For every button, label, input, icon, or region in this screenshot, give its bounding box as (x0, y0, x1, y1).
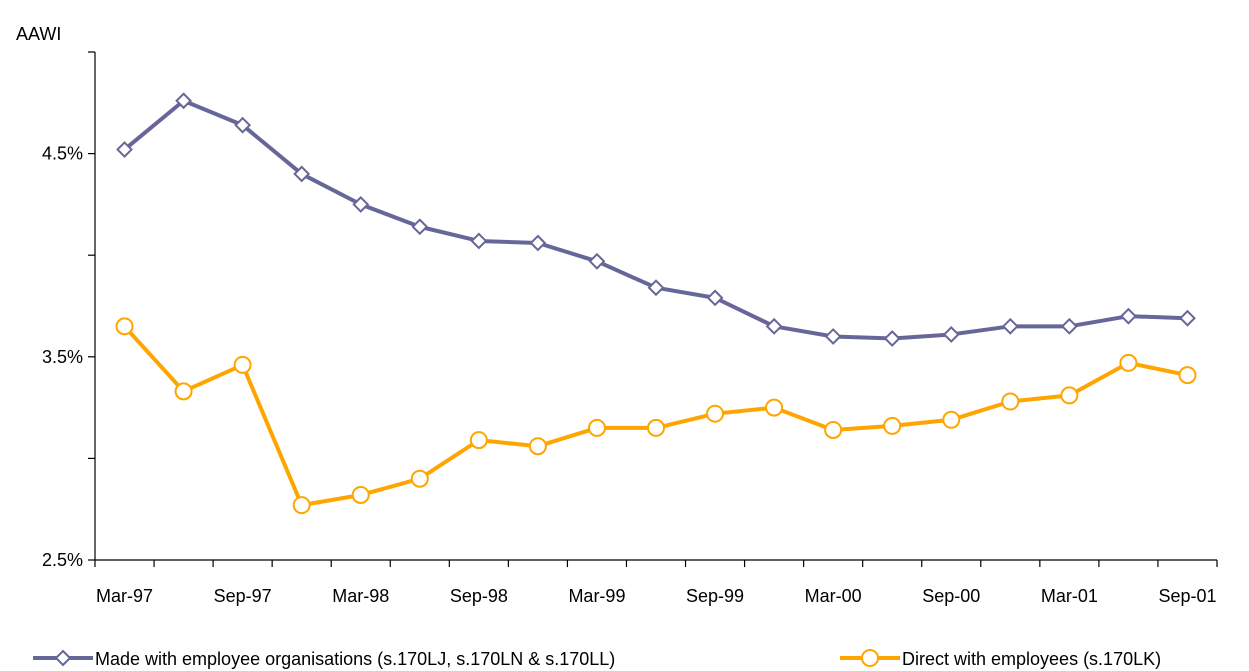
data-point-circle (528, 437, 547, 456)
data-point-diamond (824, 328, 842, 345)
data-point-circle (883, 416, 902, 435)
data-point-circle (942, 410, 961, 429)
data-point-diamond (1060, 317, 1078, 335)
x-tick-label: Sep-97 (214, 586, 272, 606)
series-layer (115, 92, 1197, 515)
series-line (123, 98, 1188, 341)
data-point-circle (469, 431, 488, 450)
data-point-diamond (942, 326, 960, 343)
x-tick-label: Sep-98 (450, 586, 508, 606)
data-point-diamond (234, 116, 252, 134)
data-point-diamond (411, 218, 429, 236)
data-point-diamond (1179, 309, 1196, 327)
data-point-diamond (470, 232, 488, 250)
data-point-diamond (765, 317, 783, 335)
data-point-circle (1001, 392, 1020, 411)
x-tick-label: Mar-01 (1041, 586, 1098, 606)
series-1 (116, 92, 1196, 347)
y-tick-label: 4.5% (42, 144, 83, 164)
data-point-diamond (116, 141, 133, 158)
data-point-diamond (1001, 317, 1019, 335)
data-point-diamond (293, 165, 311, 183)
data-point-circle (706, 404, 725, 423)
x-axis-ticks: Mar-97 Sep-97 Mar-98 Sep-98 Mar-99 Sep-99 Mar-… (94, 560, 1218, 606)
legend-label: Made with employee organisations (s.170L… (95, 649, 615, 669)
x-tick-label: Sep-00 (922, 586, 980, 606)
data-point-circle (174, 382, 193, 401)
axes (94, 52, 1217, 561)
legend: Made with employee organisations (s.170L… (33, 649, 1161, 669)
data-point-circle (647, 418, 665, 437)
data-point-circle (115, 317, 134, 336)
x-tick-label: Mar-97 (96, 586, 153, 606)
data-point-circle (292, 496, 311, 515)
x-tick-label: Sep-01 (1158, 586, 1216, 606)
data-point-circle (765, 398, 784, 417)
legend-marker-diamond (54, 649, 72, 667)
data-point-circle (233, 355, 252, 374)
legend-label: Direct with employees (s.170LK) (902, 649, 1161, 669)
x-tick-label: Mar-00 (805, 586, 862, 606)
data-point-diamond (352, 195, 370, 213)
x-tick-label: Sep-99 (686, 586, 744, 606)
x-tick-label: Mar-98 (332, 586, 389, 606)
y-axis-ticks: 2.5% 3.5% 4.5% (42, 51, 95, 570)
data-point-circle (587, 418, 606, 437)
data-point-diamond (529, 234, 547, 252)
data-point-diamond (588, 252, 606, 270)
legend-marker-circle (861, 649, 879, 667)
data-point-circle (410, 469, 429, 488)
y-tick-label: 3.5% (42, 347, 83, 367)
data-point-diamond (175, 92, 192, 110)
data-point-diamond (883, 330, 901, 347)
legend-item-2: Direct with employees (s.170LK) (840, 649, 1161, 669)
data-point-diamond (1120, 307, 1137, 325)
data-point-circle (1060, 386, 1079, 405)
data-point-circle (351, 485, 370, 504)
data-point-circle (1178, 366, 1197, 385)
data-point-diamond (647, 279, 665, 297)
data-point-diamond (706, 289, 724, 307)
data-point-circle (1119, 353, 1138, 372)
series-line (123, 324, 1188, 508)
series-2 (115, 317, 1197, 515)
legend-item-1: Made with employee organisations (s.170L… (33, 649, 615, 669)
data-point-circle (824, 420, 843, 439)
x-tick-label: Mar-99 (568, 586, 625, 606)
y-axis-title: AAWI (16, 24, 61, 44)
y-tick-label: 2.5% (42, 550, 83, 570)
